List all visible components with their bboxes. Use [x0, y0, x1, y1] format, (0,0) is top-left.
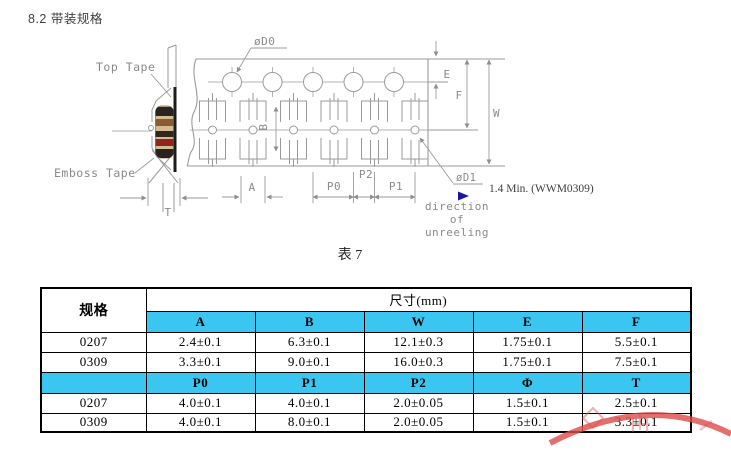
resistor-image — [155, 105, 174, 159]
value-cell: 3.3±0.1 — [145, 351, 256, 373]
value-cell: 7.5±0.1 — [581, 351, 692, 373]
spec-cell: 0207 — [40, 331, 147, 353]
col-header-P1: P1 — [254, 371, 365, 394]
col-header-A: A — [145, 310, 256, 333]
value-cell: 2.0±0.05 — [363, 392, 474, 414]
dim-w-label: W — [493, 107, 500, 120]
unreeling-direction-arrow — [420, 191, 469, 201]
top-tape-label: Top Tape — [96, 60, 155, 74]
spec-cell: 0309 — [40, 351, 147, 373]
value-cell: 1.75±0.1 — [472, 351, 583, 373]
dim-a-label: A — [248, 181, 255, 194]
table-caption: 表 7 — [337, 248, 363, 263]
dimension-lines — [120, 41, 505, 206]
table-row: 0309 4.0±0.1 8.0±0.1 2.0±0.05 1.5±0.1 3.… — [40, 412, 692, 433]
d1-dimension-label: øD1 — [456, 172, 476, 184]
dim-t-label: T — [164, 206, 171, 219]
spec-header-cell: 规格 — [40, 287, 147, 333]
direction-label-line1: direction — [425, 200, 489, 213]
value-cell: 16.0±0.3 — [363, 351, 474, 373]
value-cell: 2.5±0.1 — [581, 392, 692, 414]
col-header-E: E — [472, 310, 583, 333]
spec-cell: 0309 — [40, 412, 147, 433]
spec-table: 规格 尺寸(mm) A B W E F 0207 2.4±0.1 6.3±0.1… — [40, 287, 693, 433]
value-cell: 5.5±0.1 — [581, 331, 692, 353]
value-cell: 4.0±0.1 — [145, 412, 256, 433]
dim-p2-label: P2 — [359, 168, 373, 181]
value-cell: 2.4±0.1 — [145, 331, 256, 353]
value-cell: 12.1±0.3 — [363, 331, 474, 353]
tape-packaging-diagram: Top Tape Emboss Tape øD0 øD1 A P0 P2 P1 … — [54, 35, 594, 239]
value-cell: 4.0±0.1 — [254, 392, 365, 414]
tape-outline — [186, 58, 429, 167]
value-cell: 1.5±0.1 — [472, 412, 583, 433]
tape-cross-section — [148, 44, 179, 212]
direction-label-line3: unreeling — [425, 226, 489, 239]
value-cell: 4.0±0.1 — [145, 392, 256, 414]
col-header-Phi: Φ — [472, 371, 583, 394]
table-row: 0207 4.0±0.1 4.0±0.1 2.0±0.05 1.5±0.1 2.… — [40, 392, 692, 414]
size-header-cell: 尺寸(mm) — [145, 287, 692, 312]
pitch-header-spacer — [40, 371, 147, 394]
table-row: 0309 3.3±0.1 9.0±0.1 16.0±0.3 1.75±0.1 7… — [40, 351, 692, 373]
section-title: 8.2 带装规格 — [28, 12, 103, 26]
dim-b-label: B — [257, 123, 270, 130]
spec-cell: 0207 — [40, 392, 147, 414]
col-header-P0: P0 — [145, 371, 256, 394]
dim-e-label: E — [443, 68, 450, 81]
value-cell: 6.3±0.1 — [254, 331, 365, 353]
emboss-tape-label: Emboss Tape — [54, 166, 136, 180]
col-header-T: T — [581, 371, 692, 394]
value-cell: 8.0±0.1 — [254, 412, 365, 433]
d0-dimension-label: øD0 — [254, 35, 275, 48]
table-row: 0207 2.4±0.1 6.3±0.1 12.1±0.3 1.75±0.1 5… — [40, 331, 692, 353]
value-cell: 2.0±0.05 — [363, 412, 474, 433]
col-header-W: W — [363, 310, 474, 333]
col-header-P2: P2 — [363, 371, 474, 394]
min-note-label: 1.4 Min. (WWM0309) — [489, 183, 594, 195]
value-cell: 1.75±0.1 — [472, 331, 583, 353]
col-header-F: F — [581, 310, 692, 333]
dim-p1-label: P1 — [389, 180, 403, 193]
dim-p0-label: P0 — [327, 180, 341, 193]
value-cell: 3.3±0.1 — [581, 412, 692, 433]
value-cell: 1.5±0.1 — [472, 392, 583, 414]
direction-label-line2: of — [450, 213, 464, 226]
dim-f-label: F — [455, 89, 462, 102]
value-cell: 9.0±0.1 — [254, 351, 365, 373]
col-header-B: B — [254, 310, 365, 333]
